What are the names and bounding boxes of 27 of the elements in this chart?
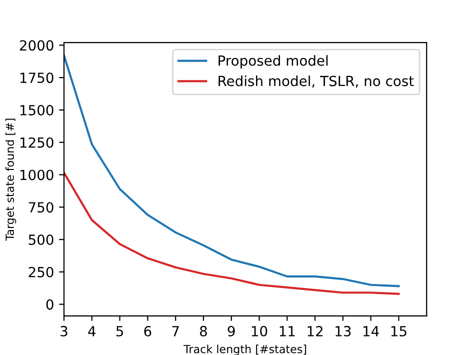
y-tick-label: 1000 <box>20 170 54 180</box>
legend-label: Redish model, TSLR, no cost <box>218 75 414 88</box>
x-tick-label: 12 <box>308 326 322 336</box>
y-tick-label: 1750 <box>20 72 54 84</box>
x-tick-label: 9 <box>228 326 235 336</box>
x-axis-title: Track length [#states] <box>184 344 306 355</box>
x-tick-label: 7 <box>172 326 179 336</box>
y-tick-label: 750 <box>28 202 54 213</box>
y-tick-label: 250 <box>28 266 54 278</box>
y-tick-label: 1500 <box>20 104 54 116</box>
x-tick-label: 4 <box>88 326 96 336</box>
x-tick-label: 13 <box>336 326 351 336</box>
x-tick-label: 11 <box>280 326 295 336</box>
legend-label: Proposed model <box>218 55 328 69</box>
x-tick-label: 5 <box>116 326 123 336</box>
x-tick-label: 6 <box>144 326 152 336</box>
y-axis-title: Target state found [#] <box>5 118 16 241</box>
x-tick-label: 8 <box>200 326 207 336</box>
y-tick-label: 0 <box>46 299 54 310</box>
y-tick-label: 1250 <box>20 137 54 148</box>
x-tick-label: 3 <box>60 326 68 336</box>
y-tick-label: 500 <box>28 234 54 245</box>
x-tick-label: 15 <box>391 326 406 336</box>
x-tick-label: 10 <box>252 326 268 336</box>
x-tick-label: 14 <box>364 326 379 336</box>
y-tick-label: 2000 <box>20 40 54 51</box>
line-series <box>64 172 400 295</box>
